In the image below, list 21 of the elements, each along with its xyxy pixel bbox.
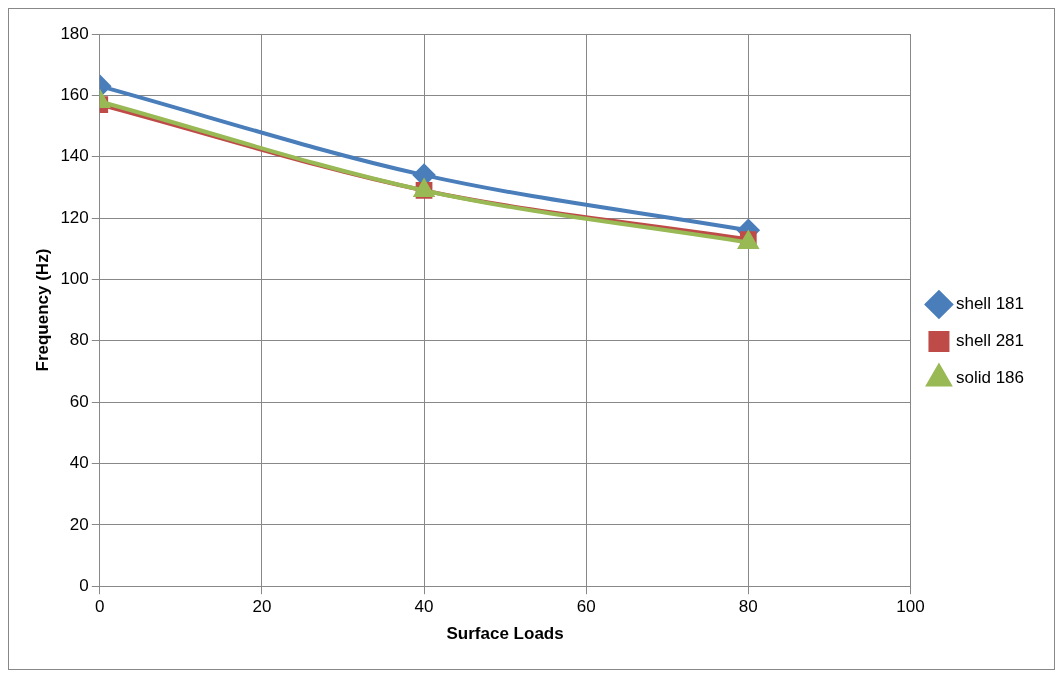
y-tick-label: 60 — [69, 391, 89, 411]
y-tick-label: 20 — [69, 514, 89, 534]
x-axis-title: Surface Loads — [446, 624, 564, 644]
x-tick-label: 0 — [95, 597, 105, 617]
x-tick-label: 60 — [576, 597, 596, 617]
y-tick-label: 180 — [60, 23, 89, 43]
x-tick-label: 100 — [896, 597, 925, 617]
x-tick-label: 80 — [738, 597, 758, 617]
y-axis-title: Frequency (Hz) — [32, 248, 52, 372]
y-tick-label: 100 — [60, 269, 89, 289]
y-tick-label: 80 — [69, 330, 89, 350]
legend-label: solid 186 — [955, 368, 1025, 388]
y-tick-label: 120 — [60, 207, 89, 227]
y-tick-label: 40 — [69, 453, 89, 473]
x-tick-label: 20 — [252, 597, 272, 617]
y-tick-label: 140 — [60, 146, 89, 166]
legend-label: shell 181 — [955, 294, 1025, 314]
y-tick-label: 0 — [79, 575, 89, 595]
x-tick-label: 40 — [414, 597, 434, 617]
legend-label: shell 281 — [955, 331, 1025, 351]
y-tick-label: 160 — [60, 85, 89, 105]
